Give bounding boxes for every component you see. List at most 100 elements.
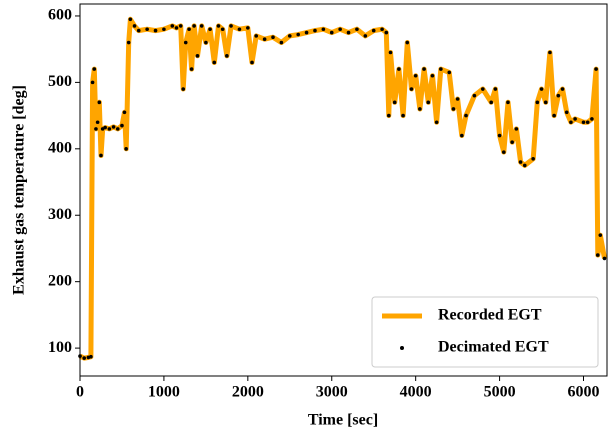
data-point (89, 354, 93, 359)
data-point (409, 87, 414, 91)
data-point (338, 27, 342, 32)
data-point (451, 107, 456, 111)
data-point (355, 27, 359, 32)
data-point (493, 87, 498, 91)
data-point (204, 40, 208, 45)
data-point (103, 125, 107, 130)
data-point (237, 27, 242, 32)
data-point (489, 100, 493, 105)
data-point (439, 67, 443, 71)
data-point (506, 100, 510, 105)
data-point (97, 100, 102, 105)
data-point (510, 140, 514, 144)
data-point (120, 123, 124, 128)
data-point (313, 28, 317, 33)
data-point (518, 160, 523, 164)
data-point (126, 40, 131, 45)
data-point (225, 54, 229, 58)
data-point (535, 100, 540, 105)
data-point (569, 120, 573, 125)
data-point (94, 127, 98, 131)
data-point (296, 32, 300, 37)
data-point (497, 133, 502, 138)
x-tick-label: 4000 (400, 384, 432, 401)
data-point (183, 40, 188, 45)
data-point (199, 24, 204, 28)
data-point (602, 256, 607, 261)
data-point (552, 113, 556, 118)
data-point (455, 97, 460, 101)
data-point (388, 50, 393, 55)
data-point (460, 133, 464, 138)
data-point (392, 100, 397, 105)
data-point (539, 87, 544, 91)
data-point (560, 87, 565, 91)
data-point (287, 34, 292, 38)
data-point (573, 117, 577, 121)
data-point (447, 70, 452, 75)
data-point (548, 50, 552, 55)
data-point (229, 24, 233, 28)
data-point (413, 73, 418, 78)
data-point (585, 120, 590, 125)
data-point (522, 163, 527, 168)
data-point (590, 117, 594, 121)
data-point (136, 28, 141, 33)
data-point (430, 73, 435, 78)
data-point (181, 87, 186, 91)
data-point (189, 67, 194, 71)
data-point (262, 37, 267, 42)
data-point (422, 67, 426, 71)
legend-box (371, 296, 599, 368)
data-point (556, 93, 561, 98)
data-point (426, 100, 431, 105)
data-point (111, 125, 116, 129)
x-tick-label: 1000 (148, 384, 180, 401)
y-tick-label: 600 (48, 7, 72, 24)
data-point (99, 153, 103, 158)
data-point (418, 107, 422, 111)
data-point (92, 67, 97, 71)
y-tick-label: 100 (48, 339, 72, 356)
data-point (107, 127, 112, 131)
data-point (279, 40, 284, 45)
data-point (581, 120, 586, 125)
data-point (514, 127, 519, 131)
data-point (321, 27, 326, 32)
data-point (208, 27, 212, 32)
x-tick-label: 6000 (568, 384, 600, 401)
data-point (95, 120, 100, 125)
data-point (82, 356, 86, 360)
data-point (598, 233, 603, 237)
data-point (501, 150, 506, 154)
data-point (387, 113, 391, 118)
legend-label: Decimated EGT (438, 339, 549, 356)
data-point (329, 30, 334, 35)
x-tick-label: 2000 (232, 384, 264, 401)
data-point (543, 100, 548, 105)
data-point (481, 87, 485, 91)
data-point (472, 93, 477, 98)
y-tick-label: 300 (48, 206, 72, 223)
x-axis-label: Time [sec] (308, 412, 378, 429)
data-point (250, 60, 254, 65)
data-point (564, 110, 569, 115)
data-point (216, 24, 221, 28)
data-point (405, 40, 410, 45)
y-tick-label: 400 (48, 139, 72, 156)
data-point (132, 24, 137, 28)
data-point (363, 34, 368, 38)
data-point (162, 27, 166, 32)
data-point (170, 24, 175, 28)
data-point (531, 156, 535, 161)
data-point (174, 26, 179, 30)
data-point (434, 120, 439, 125)
data-point (595, 253, 600, 257)
data-point (122, 110, 127, 115)
data-point (124, 147, 128, 151)
data-point (187, 27, 191, 32)
data-point (195, 54, 200, 58)
data-point (153, 28, 158, 33)
data-point (212, 60, 217, 65)
